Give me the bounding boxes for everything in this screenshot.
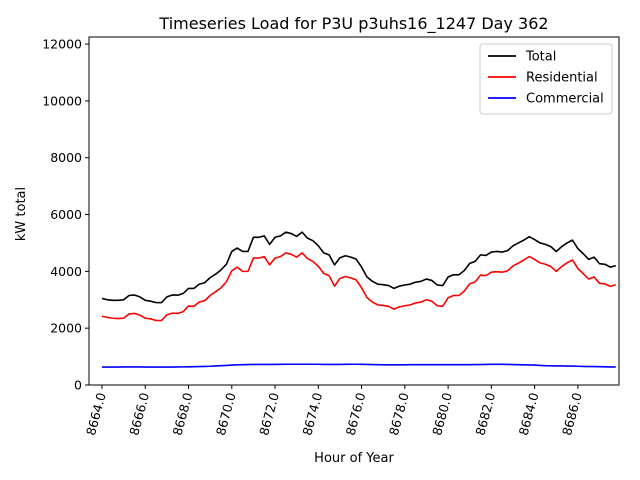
y-tick-label: 8000 — [50, 150, 82, 165]
y-tick-label: 0 — [74, 378, 82, 393]
y-tick-label: 2000 — [50, 321, 82, 336]
series-line-residential — [101, 252, 616, 322]
legend-label-residential: Residential — [526, 71, 598, 86]
legend-label-commercial: Commercial — [526, 92, 604, 107]
plot-frame — [88, 36, 620, 386]
y-tick-label: 4000 — [50, 264, 82, 279]
x-axis-title: Hour of Year — [314, 451, 394, 466]
legend: Total Residential Commercial — [479, 43, 613, 115]
chart-title: Timeseries Load for P3U p3uhs16_1247 Day… — [158, 14, 548, 34]
y-tick-label: 6000 — [50, 207, 82, 222]
y-tick-label: 10000 — [42, 93, 82, 108]
y-tick-label: 12000 — [42, 37, 82, 52]
y-axis-title: kW total — [14, 187, 29, 241]
series-line-commercial — [101, 363, 616, 368]
series-layer — [101, 231, 616, 368]
legend-label-total: Total — [525, 50, 556, 65]
series-line-total — [101, 231, 616, 304]
legend-box — [479, 43, 613, 115]
